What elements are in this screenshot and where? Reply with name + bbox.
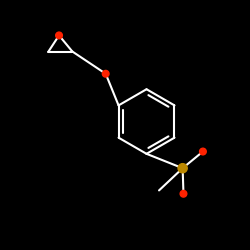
- Circle shape: [102, 70, 109, 77]
- Circle shape: [178, 164, 187, 173]
- Circle shape: [180, 190, 187, 197]
- Circle shape: [200, 148, 206, 155]
- Circle shape: [56, 32, 62, 39]
